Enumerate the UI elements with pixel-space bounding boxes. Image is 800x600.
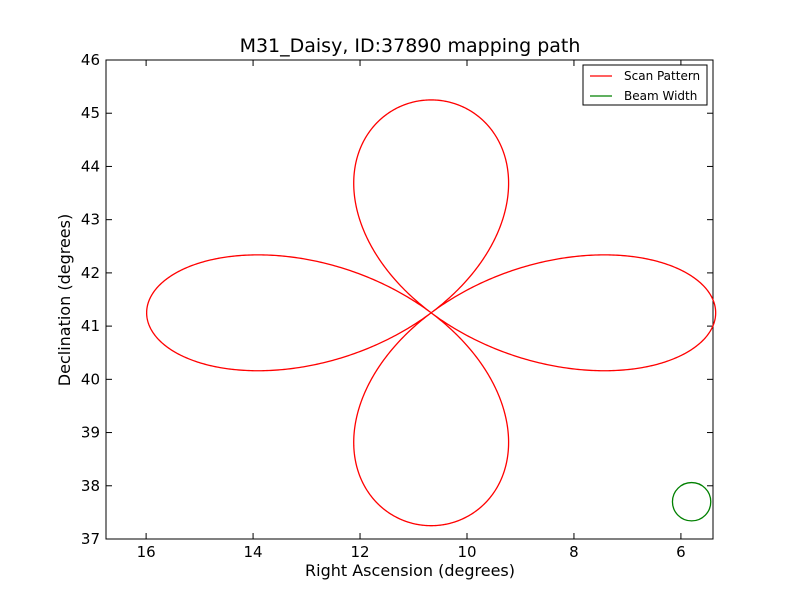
y-tick-label: 42 [81,264,100,282]
beam-width-circle [671,481,712,522]
chart-title: M31_Daisy, ID:37890 mapping path [240,35,581,57]
x-axis-ticks: 16 14 12 10 8 6 [137,60,686,561]
legend-scan-pattern-label: Scan Pattern [624,69,700,83]
y-tick-label: 44 [81,157,100,175]
y-axis-ticks: 37 38 39 40 41 42 43 44 45 46 [81,51,713,548]
scan-pattern-line [145,99,717,527]
y-tick-label: 41 [81,317,100,335]
x-tick-label: 16 [137,543,156,561]
y-tick-label: 46 [81,51,100,69]
y-tick-label: 43 [81,211,100,229]
y-tick-label: 38 [81,477,100,495]
y-tick-label: 45 [81,104,100,122]
legend: Scan Pattern Beam Width [582,64,708,106]
x-tick-label: 14 [244,543,263,561]
y-axis-label: Declination (degrees) [55,214,74,386]
x-tick-label: 12 [350,543,369,561]
x-axis-label: Right Ascension (degrees) [305,561,515,580]
plot-frame [105,59,714,540]
y-tick-label: 40 [81,370,100,388]
x-tick-label: 8 [569,543,579,561]
legend-box [582,64,708,106]
x-tick-label: 6 [676,543,686,561]
legend-beam-width-label: Beam Width [624,89,697,103]
y-tick-label: 39 [81,424,100,442]
x-tick-label: 10 [457,543,476,561]
y-tick-label: 37 [81,530,100,548]
